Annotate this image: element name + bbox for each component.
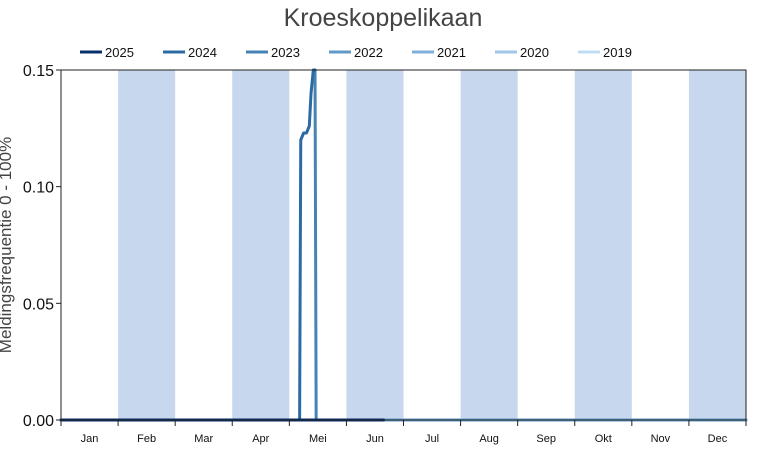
y-axis: 0.00 0.05 0.10 0.15	[23, 63, 61, 430]
y-tick-label: 0.05	[23, 296, 54, 313]
series-line-2023	[313, 68, 318, 422]
legend-label-2020: 2020	[520, 45, 549, 60]
legend: 2025 2024 2023 2022 2021 2020 2019	[80, 45, 632, 60]
y-axis-label: Meldingsfrequentie 0 - 100%	[0, 137, 15, 353]
legend-label-2025: 2025	[105, 45, 134, 60]
x-tick-label-jun: Jun	[366, 433, 384, 445]
x-tick-label-dec: Dec	[708, 433, 728, 445]
x-tick-label-apr: Apr	[252, 433, 269, 445]
legend-label-2019: 2019	[603, 45, 632, 60]
x-tick-label-mei: Mei	[309, 433, 327, 445]
x-axis: Jan Feb Mar Apr Mei Jun Jul Aug Sep Okt Nov Dec	[60, 420, 747, 445]
x-tick-label-jul: Jul	[425, 433, 439, 445]
x-tick-label-sep: Sep	[536, 433, 556, 445]
month-band-apr	[232, 70, 290, 420]
series-line-2024	[298, 68, 317, 422]
x-tick-label-feb: Feb	[137, 433, 156, 445]
legend-label-2023: 2023	[271, 45, 300, 60]
legend-label-2021: 2021	[437, 45, 466, 60]
chart-title: Kroeskoppelikaan	[284, 4, 483, 32]
month-band-jun	[346, 70, 404, 420]
month-band-dec	[688, 70, 746, 420]
y-tick-label: 0.10	[23, 180, 54, 197]
x-tick-label-okt: Okt	[595, 433, 612, 445]
y-tick-label: 0.15	[23, 63, 54, 80]
month-band-aug	[460, 70, 518, 420]
legend-label-2024: 2024	[188, 45, 217, 60]
month-band-okt	[574, 70, 632, 420]
month-bands	[118, 70, 746, 420]
x-tick-label-aug: Aug	[479, 433, 499, 445]
legend-label-2022: 2022	[354, 45, 383, 60]
y-tick-label: 0.00	[23, 413, 54, 430]
x-tick-label-mar: Mar	[194, 433, 213, 445]
month-band-feb	[118, 70, 176, 420]
x-tick-label-nov: Nov	[651, 433, 671, 445]
x-tick-label-jan: Jan	[81, 433, 99, 445]
